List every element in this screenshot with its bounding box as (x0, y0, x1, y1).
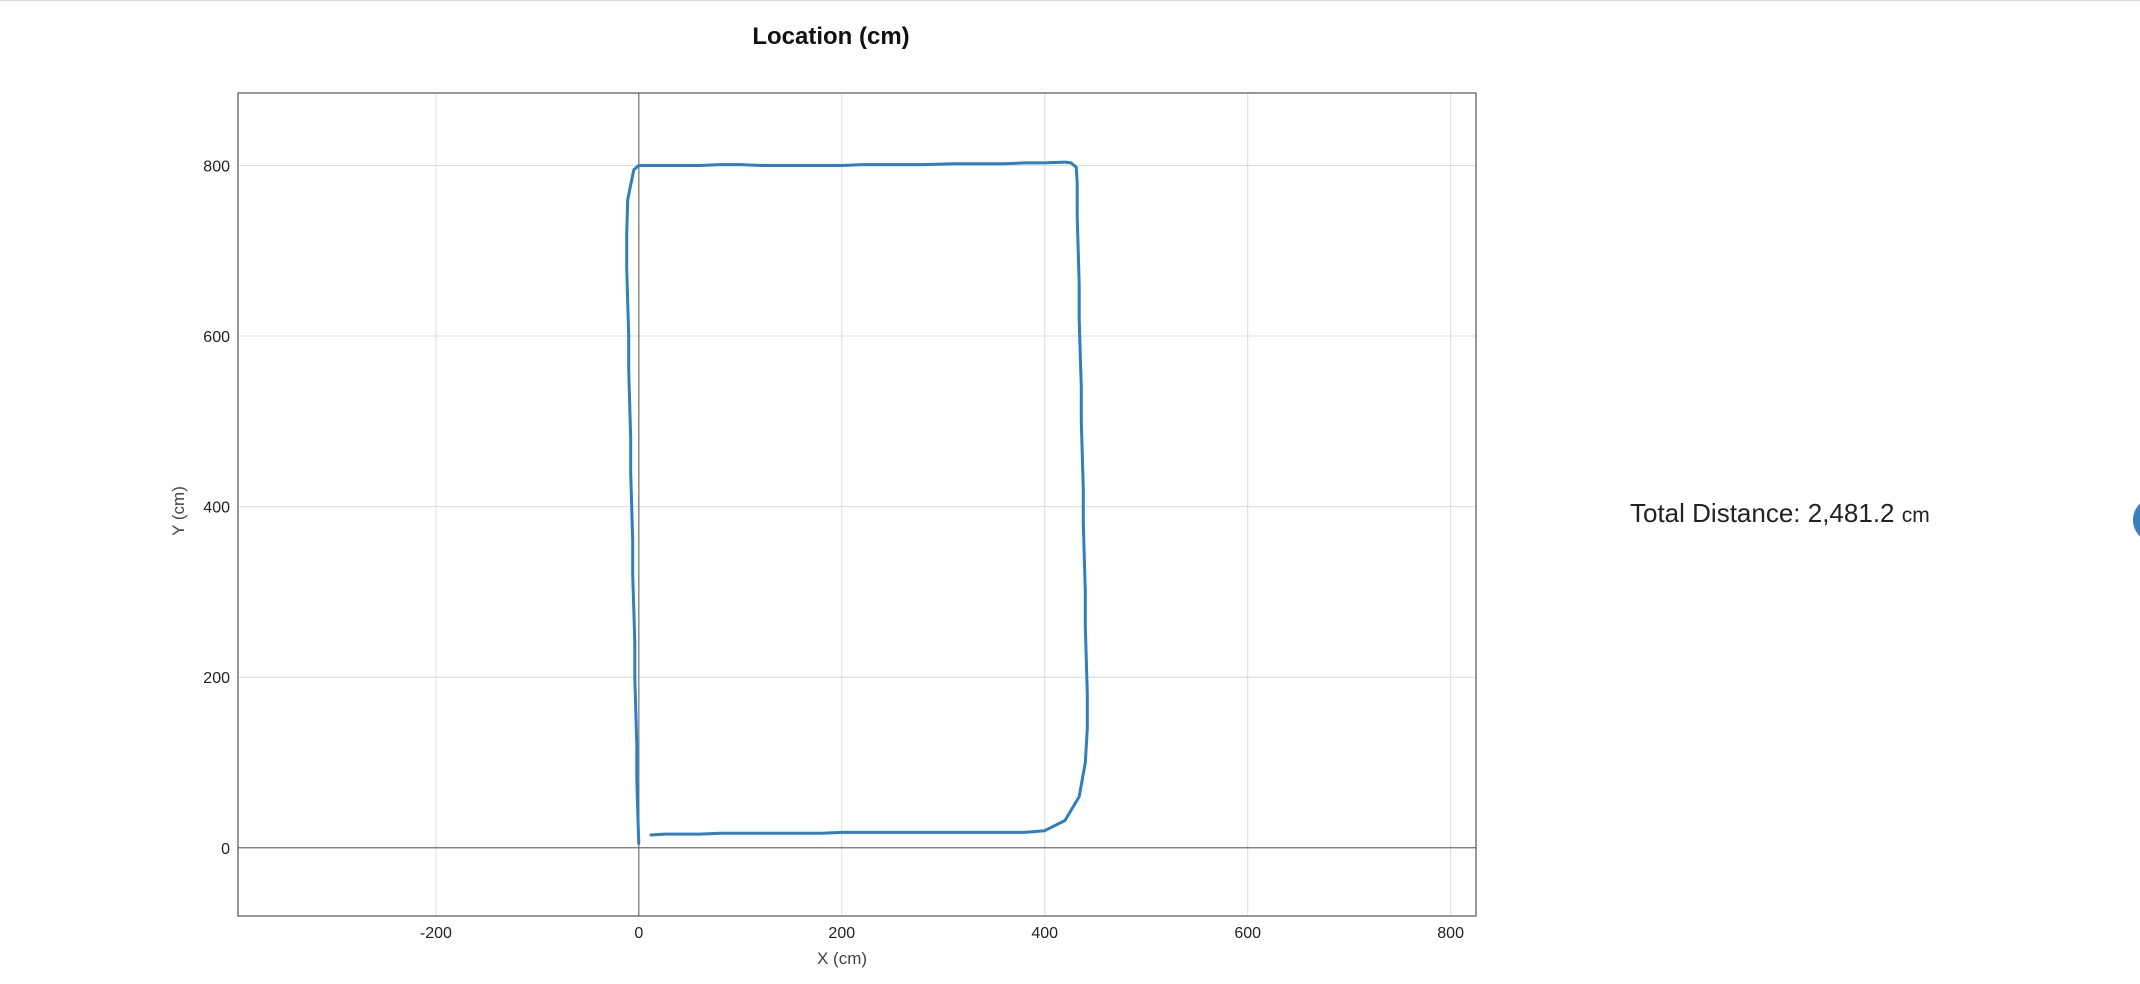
y-tick-label: 200 (203, 670, 230, 687)
y-tick-label: 600 (203, 329, 230, 346)
plot-frame (237, 92, 1477, 917)
trajectory-line (625, 160, 1089, 845)
top-divider (0, 0, 2140, 1)
y-tick-label: 0 (221, 841, 230, 858)
chart-title: Location (cm) (752, 23, 909, 50)
x-tick-labels: -200 0 200 400 600 800 (420, 925, 1464, 942)
zero-axis-lines (238, 93, 1476, 916)
y-axis-title: Y (cm) (169, 486, 188, 536)
x-tick-label: 400 (1031, 925, 1058, 942)
y-tick-label: 800 (203, 158, 230, 175)
total-distance-value: 2,481.2 (1807, 498, 1895, 528)
total-distance-label: Total Distance: (1630, 498, 1808, 528)
total-distance: Total Distance: 2,481.2 cm (1630, 498, 1930, 529)
x-tick-label: 200 (828, 925, 855, 942)
y-tick-labels: 0 200 400 600 800 (203, 158, 230, 857)
y-tick-label: 400 (203, 500, 230, 517)
x-tick-label: 0 (634, 925, 643, 942)
x-tick-label: -200 (420, 925, 452, 942)
x-axis-title: X (cm) (817, 949, 867, 968)
x-tick-label: 600 (1234, 925, 1261, 942)
plot-area (238, 93, 1476, 916)
x-tick-label: 800 (1437, 925, 1464, 942)
side-panel-toggle[interactable] (2133, 497, 2140, 543)
total-distance-unit: cm (1901, 504, 1930, 527)
